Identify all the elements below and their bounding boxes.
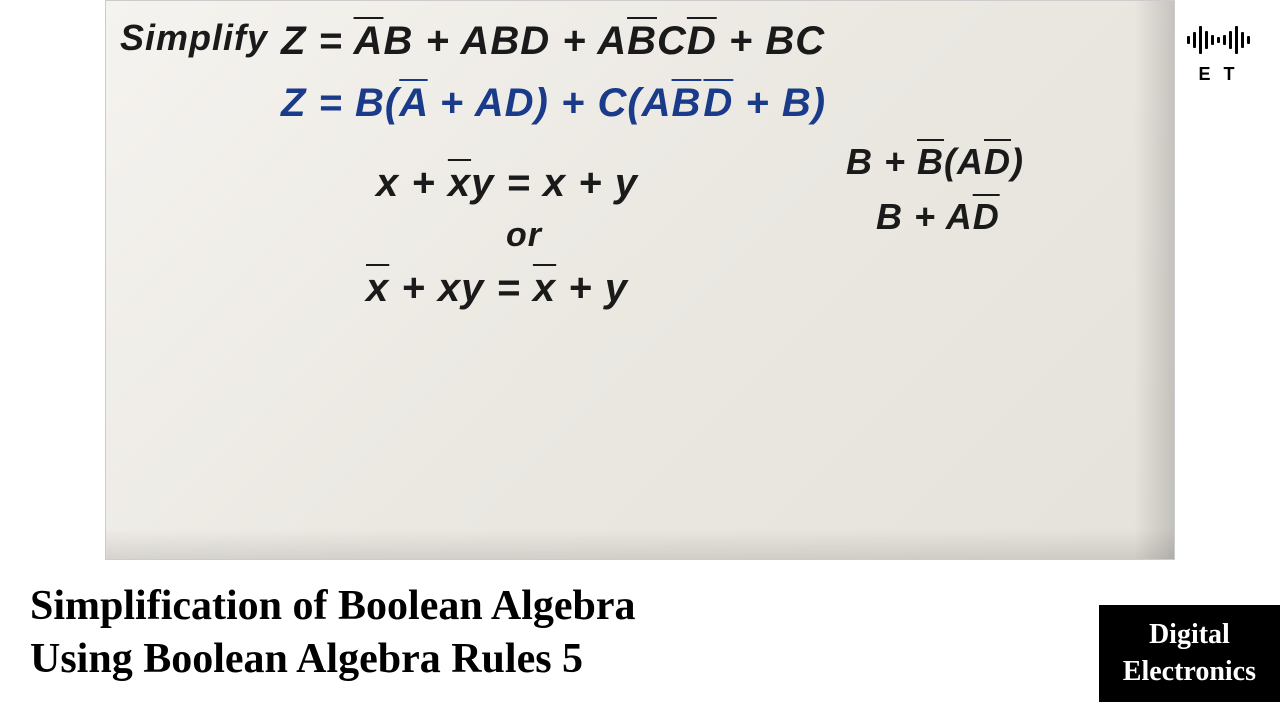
eq-text: y = x + y (471, 161, 638, 205)
eq-text: B( (355, 81, 399, 125)
equation-line-1: Z = AB + ABD + ABCD + BC (281, 19, 825, 64)
soundwave-bar (1193, 32, 1196, 48)
badge-line-2: Electronics (1123, 654, 1256, 690)
eq-text: B (672, 81, 702, 125)
soundwave-bar (1241, 32, 1244, 48)
eq-text: D (687, 19, 717, 63)
rule-2: x + xy = x + y (366, 266, 628, 311)
soundwave-bar (1235, 26, 1238, 54)
shadow (106, 529, 1174, 559)
eq-text: D (984, 141, 1011, 182)
eq-text: ) (1011, 141, 1024, 182)
whiteboard: Simplify Z = AB + ABD + ABCD + BC Z = B(… (105, 0, 1175, 560)
soundwave-bar (1205, 31, 1208, 49)
eq-text: B + (846, 141, 917, 182)
or-label: or (506, 216, 542, 255)
side-note-1: B + B(AD) (846, 141, 1024, 183)
eq-text: A (399, 81, 427, 125)
title-line-2: Using Boolean Algebra Rules 5 (30, 633, 636, 686)
eq-text: B (627, 19, 657, 63)
eq-text: x (366, 266, 389, 310)
eq-text: x + (376, 161, 448, 205)
channel-logo: E T (1187, 20, 1250, 85)
soundwave-bar (1187, 36, 1190, 44)
eq-text: x (448, 161, 471, 205)
title-line-1: Simplification of Boolean Algebra (30, 580, 636, 633)
simplify-label: Simplify (120, 17, 268, 59)
eq-text: + y (556, 266, 628, 310)
eq-text: D (973, 196, 1000, 237)
eq-text: B + ABD + A (383, 19, 627, 63)
eq-text: B + A (876, 196, 973, 237)
eq-text: x (533, 266, 556, 310)
soundwave-bar (1223, 35, 1226, 45)
shadow (1134, 1, 1174, 559)
soundwave-bar (1229, 31, 1232, 49)
eq-text: C (657, 19, 687, 63)
eq-text: Z = (281, 19, 343, 63)
eq-text: + B) (733, 81, 826, 125)
eq-text: B (917, 141, 944, 182)
rule-1: x + xy = x + y (376, 161, 638, 206)
logo-text: E T (1187, 64, 1250, 85)
eq-text: D (703, 81, 733, 125)
eq-text: A (354, 19, 384, 63)
video-title: Simplification of Boolean Algebra Using … (30, 580, 636, 685)
soundwave-bar (1211, 35, 1214, 45)
soundwave-bar (1199, 26, 1202, 54)
eq-text: Z = (281, 81, 343, 125)
badge-line-1: Digital (1123, 617, 1256, 653)
eq-text: (A (944, 141, 984, 182)
category-badge: Digital Electronics (1099, 605, 1280, 702)
equation-line-2: Z = B(A + AD) + C(ABD + B) (281, 81, 826, 126)
soundwave-icon (1187, 20, 1250, 60)
eq-text: + xy = (389, 266, 533, 310)
eq-text: + AD) + C(A (428, 81, 672, 125)
eq-text: + BC (717, 19, 825, 63)
side-note-2: B + AD (876, 196, 1000, 238)
soundwave-bar (1247, 36, 1250, 44)
soundwave-bar (1217, 37, 1220, 43)
